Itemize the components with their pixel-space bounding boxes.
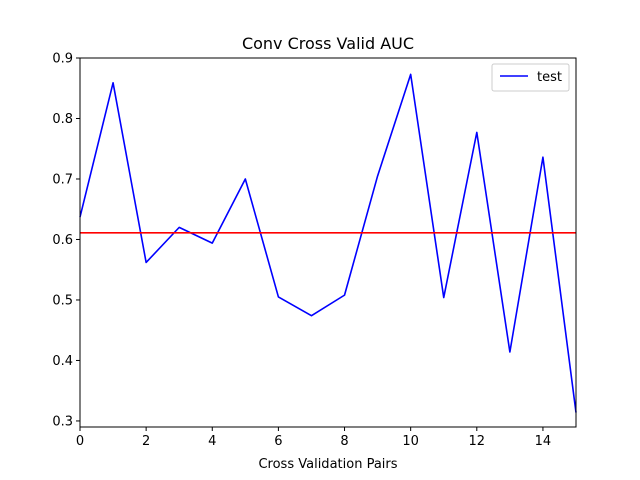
x-tick-label-14: 14	[535, 434, 552, 449]
y-tick-label-0.4: 0.4	[52, 354, 73, 369]
y-tick-label-0.8: 0.8	[52, 112, 73, 127]
axes-frame	[79, 57, 577, 428]
x-axis-label: Cross Validation Pairs	[258, 457, 397, 472]
chart-title: Conv Cross Valid AUC	[242, 34, 414, 53]
y-tick-label-0.5: 0.5	[52, 293, 73, 308]
y-tick-label-0.6: 0.6	[52, 233, 73, 248]
legend-label-test: test	[537, 70, 562, 85]
x-tick-label-6: 6	[274, 434, 282, 449]
x-tick-label-2: 2	[142, 434, 150, 449]
series-line-test	[79, 73, 577, 413]
legend: test	[491, 63, 570, 92]
x-tick-label-10: 10	[402, 434, 419, 449]
y-tick-label-0.9: 0.9	[52, 52, 73, 67]
legend-box	[491, 63, 570, 92]
y-tick-label-0.3: 0.3	[52, 414, 73, 429]
y-tick-label-0.7: 0.7	[52, 172, 73, 187]
plot-area: 0 2 4 6 8 10 12 14 0.3 0.4 0.5 0.6 0.7 0.8 0.9	[52, 52, 577, 449]
x-tick-label-4: 4	[208, 434, 216, 449]
x-tick-label-12: 12	[469, 434, 486, 449]
x-tick-label-0: 0	[76, 434, 84, 449]
x-tick-label-8: 8	[340, 434, 348, 449]
